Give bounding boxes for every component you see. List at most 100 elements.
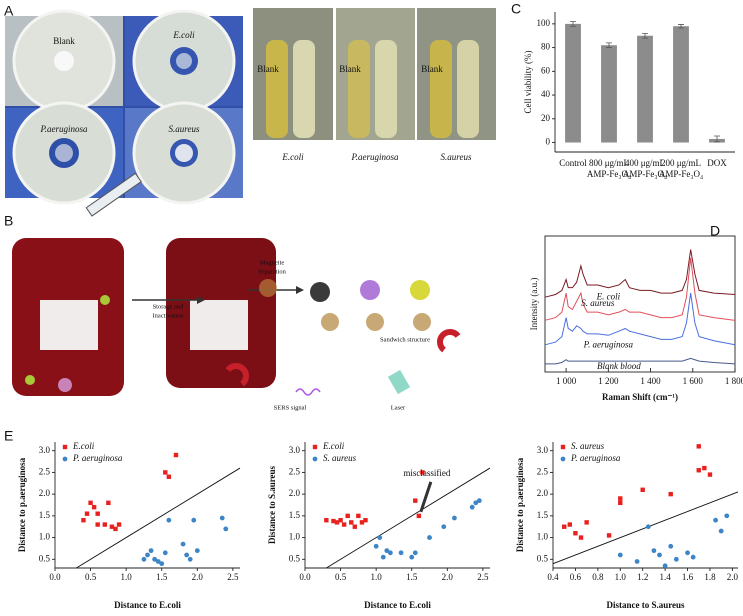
panel-label: C xyxy=(511,1,521,17)
point xyxy=(349,520,354,525)
panel-label: A xyxy=(4,3,14,19)
point xyxy=(166,517,172,523)
point xyxy=(95,522,100,527)
point xyxy=(359,520,365,525)
point xyxy=(363,518,368,523)
point xyxy=(685,550,690,556)
annotation-arrow xyxy=(419,481,433,513)
point xyxy=(473,500,479,506)
point xyxy=(702,465,707,471)
x-tick-label: Control xyxy=(559,158,587,168)
point xyxy=(148,548,154,554)
y-tick-label: 100 xyxy=(537,18,551,28)
y-tick-label: 2.5 xyxy=(39,466,51,476)
tube-label: Blank xyxy=(339,64,361,74)
diagonal xyxy=(326,467,491,569)
point xyxy=(673,556,679,562)
legend-marker xyxy=(62,444,68,450)
point xyxy=(562,524,567,529)
point xyxy=(412,550,418,556)
y-tick-label: 1.5 xyxy=(537,510,549,520)
point xyxy=(334,520,340,525)
y-axis-label: Intensity (a.u.) xyxy=(529,278,539,331)
diagonal xyxy=(76,467,241,569)
legend-label: P. aeruginosa xyxy=(570,453,621,463)
x-tick-label: 0.0 xyxy=(299,572,311,582)
point xyxy=(219,515,225,521)
point xyxy=(91,504,97,510)
step-label: Separation xyxy=(258,268,287,275)
spectrum-line xyxy=(544,257,736,321)
point xyxy=(584,520,589,525)
tube-label: Blank xyxy=(421,64,443,74)
x-tick-label: 1 400 xyxy=(640,376,661,386)
bar xyxy=(601,45,617,143)
point xyxy=(338,518,343,523)
point xyxy=(618,496,623,501)
legend-label: S. aureus xyxy=(323,453,357,463)
point xyxy=(356,513,361,519)
point xyxy=(163,470,168,475)
point xyxy=(398,550,404,556)
bar xyxy=(637,35,653,143)
point xyxy=(718,528,724,534)
point xyxy=(162,550,168,556)
y-tick-label: 0.5 xyxy=(537,553,549,563)
y-tick-label: 0.5 xyxy=(289,553,301,563)
x-tick-label: 800 μg/mL AMP-Fe₃O₄ xyxy=(587,158,631,179)
y-tick-label: 3.0 xyxy=(289,445,301,455)
point xyxy=(145,552,150,558)
tube-photos xyxy=(253,8,496,140)
point xyxy=(662,563,668,569)
x-tick-label: 0.4 xyxy=(547,572,559,582)
point xyxy=(384,548,390,554)
x-tick-label: 1.0 xyxy=(121,572,133,582)
point xyxy=(416,513,422,519)
panel-label: D xyxy=(710,223,720,239)
point xyxy=(668,491,673,497)
error-bar xyxy=(714,135,720,143)
point xyxy=(409,554,415,560)
x-tick-label: 2.0 xyxy=(442,572,454,582)
spectrum-line xyxy=(544,249,736,298)
point xyxy=(102,522,108,527)
point xyxy=(724,513,730,519)
point xyxy=(441,524,447,530)
point xyxy=(651,548,657,554)
legend-label: S. aureus xyxy=(571,441,605,451)
point xyxy=(141,556,147,562)
x-tick-label: 2.0 xyxy=(727,572,739,582)
point xyxy=(155,559,161,564)
legend-marker xyxy=(312,456,318,462)
point xyxy=(352,524,358,529)
tube-caption: S.aureus xyxy=(441,152,472,162)
point xyxy=(645,524,651,530)
y-tick-label: 3.0 xyxy=(537,445,549,455)
y-tick-label: 0.5 xyxy=(39,553,51,563)
y-tick-label: 40 xyxy=(541,89,551,99)
y-axis-label: Cell viability (%) xyxy=(523,51,533,114)
point xyxy=(152,556,158,562)
point xyxy=(427,535,432,540)
plate-photo xyxy=(5,9,243,205)
y-tick-label: 80 xyxy=(541,42,551,52)
point xyxy=(413,498,418,503)
point xyxy=(187,556,193,562)
x-tick-label: 1 200 xyxy=(598,376,619,386)
panel-label: E xyxy=(4,428,13,444)
point xyxy=(713,517,718,523)
point xyxy=(341,522,347,527)
annotation: misclassified xyxy=(403,468,450,478)
point xyxy=(88,500,93,506)
point xyxy=(166,474,172,479)
point xyxy=(573,531,578,536)
x-axis-label: Raman Shift (cm⁻¹) xyxy=(602,392,678,402)
plate-label: E.coli xyxy=(172,30,195,40)
point xyxy=(690,554,696,560)
point xyxy=(469,504,475,510)
x-tick-label: 1.5 xyxy=(156,572,168,582)
x-tick-label: 0.6 xyxy=(570,572,582,582)
x-tick-label: 1.6 xyxy=(682,572,694,582)
y-tick-label: 1.0 xyxy=(289,532,301,542)
error-bar xyxy=(642,32,648,39)
